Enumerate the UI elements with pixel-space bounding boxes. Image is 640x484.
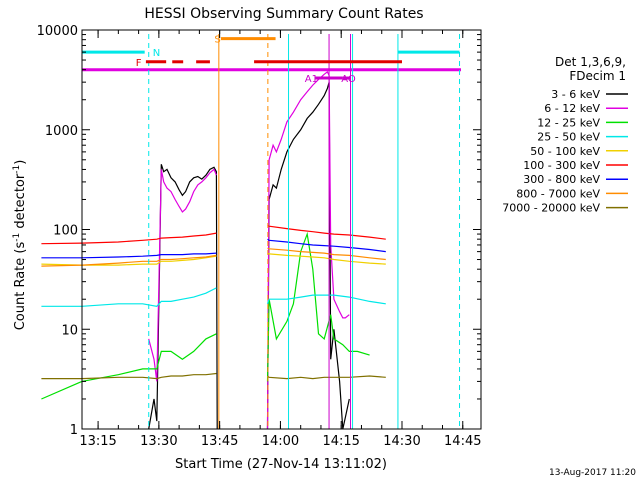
series-line-3 <box>41 287 386 307</box>
series-line-5 <box>41 224 386 245</box>
legend-label-0: 3 - 6 keV <box>551 88 600 101</box>
legend-label-4: 50 - 100 keV <box>530 145 600 158</box>
legend-title-line2: FDecim 1 <box>569 69 626 83</box>
chart-title: HESSI Observing Summary Count Rates <box>144 6 423 22</box>
x-tick-label-5: 14:30 <box>383 434 420 449</box>
series-line-8 <box>41 372 386 380</box>
legend-label-8: 7000 - 20000 keV <box>502 202 600 215</box>
legend-label-7: 800 - 7000 keV <box>516 187 600 200</box>
legend-label-6: 300 - 800 keV <box>523 173 600 186</box>
axes-layer: 1 10 100 1000 10000 13:15 13:30 13:45 14:00 14:15… <box>37 24 482 449</box>
series-line-2 <box>41 231 370 400</box>
footer-timestamp: 13-Aug-2017 11:20 <box>549 468 636 478</box>
legend-label-1: 6 - 12 keV <box>544 102 600 115</box>
flag-label-ao: AO <box>341 74 356 85</box>
legend-label-5: 100 - 300 keV <box>523 159 600 172</box>
series-line-4 <box>41 252 386 266</box>
flag-label-s: S <box>214 35 220 46</box>
y-axis-label: Count Rate (s-1 detector-1) <box>12 160 28 331</box>
y-tick-label-10000: 10000 <box>37 24 78 39</box>
series-line-7 <box>41 247 386 267</box>
flags-layer: NF S A1 AO <box>82 34 461 429</box>
legend-label-3: 25 - 50 keV <box>537 131 600 144</box>
x-axis-label: Start Time (27-Nov-14 13:11:02) <box>175 457 387 472</box>
y-tick-label-100: 100 <box>53 224 78 239</box>
series-line-0 <box>148 82 350 430</box>
legend-label-2: 12 - 25 keV <box>537 116 600 129</box>
series-line-6 <box>41 238 386 259</box>
x-tick-label-6: 14:45 <box>444 434 481 449</box>
x-tick-label-1: 13:30 <box>140 434 177 449</box>
flag-label-a1: A1 <box>305 74 318 85</box>
x-tick-label-3: 14:00 <box>262 434 299 449</box>
flag-label-f: F <box>136 58 142 69</box>
x-tick-label-0: 13:15 <box>79 434 116 449</box>
series-layer <box>41 70 386 430</box>
y-tick-label-1: 1 <box>70 423 78 438</box>
series-line-1 <box>148 70 350 430</box>
y-tick-label-1000: 1000 <box>45 124 78 139</box>
flag-label-n: N <box>153 48 160 59</box>
x-tick-label-2: 13:45 <box>201 434 238 449</box>
x-tick-label-4: 14:15 <box>322 434 359 449</box>
y-tick-label-10: 10 <box>61 323 78 338</box>
legend-title-line1: Det 1,3,6,9, <box>555 55 626 69</box>
